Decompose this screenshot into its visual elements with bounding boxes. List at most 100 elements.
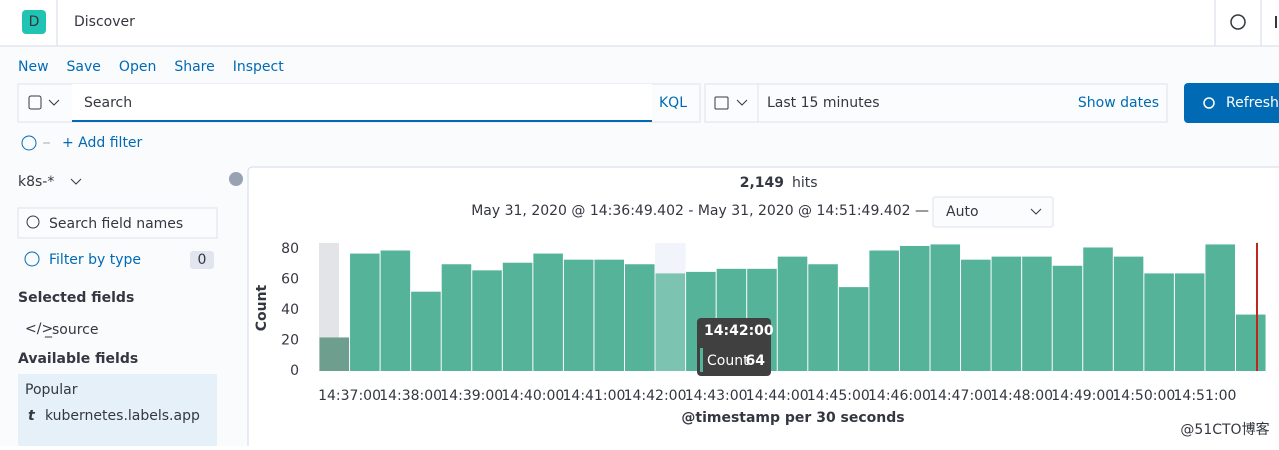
tooltip-swatch	[700, 348, 703, 372]
bar[interactable]	[319, 337, 350, 371]
bar[interactable]	[1022, 256, 1052, 371]
x-tick-label: 14:40:00	[501, 388, 564, 404]
field-search-placeholder: Search field names	[49, 216, 183, 232]
bar[interactable]	[961, 259, 991, 371]
interval-select[interactable]	[932, 196, 1054, 228]
bar[interactable]	[1236, 314, 1266, 371]
bar[interactable]	[441, 264, 472, 371]
tooltip	[697, 318, 771, 376]
x-tick-label: 14:42:00	[624, 388, 687, 404]
refresh-button[interactable]	[1184, 83, 1279, 123]
bar[interactable]	[930, 244, 961, 371]
y-tick-label: 60	[281, 272, 299, 288]
help-icon[interactable]	[1230, 14, 1246, 30]
tooltip-title: 14:42:00	[704, 323, 774, 339]
x-tick-label: 14:45:00	[807, 388, 870, 404]
x-tick-label: 14:44:00	[746, 388, 809, 404]
x-tick-label: 14:38:00	[379, 388, 442, 404]
bar[interactable]	[1083, 247, 1113, 371]
calendar-icon[interactable]	[714, 96, 729, 110]
search-input[interactable]	[72, 84, 652, 122]
hits-count: 2,149	[740, 175, 784, 191]
bar[interactable]	[594, 259, 624, 371]
x-tick-label: 14:50:00	[1112, 388, 1175, 404]
logo[interactable]	[22, 10, 46, 34]
x-axis-label: @timestamp per 30 seconds	[681, 410, 904, 426]
add-filter[interactable]: + Add filter	[62, 135, 143, 151]
menu-item[interactable]: Save	[67, 59, 101, 75]
popular-title: Popular	[25, 382, 78, 398]
x-tick-label: 14:39:00	[440, 388, 503, 404]
bar[interactable]	[655, 273, 686, 371]
menu-item[interactable]: New	[18, 59, 49, 75]
bar[interactable]	[1174, 273, 1205, 371]
field-search[interactable]	[17, 207, 218, 239]
bar[interactable]	[411, 291, 441, 371]
y-tick-label: 0	[290, 363, 299, 379]
chevron	[48, 99, 60, 106]
x-tick-label: 14:48:00	[990, 388, 1053, 404]
y-tick-label: 80	[281, 241, 299, 257]
x-tick-label: 14:41:00	[563, 388, 626, 404]
field-icon: </>	[25, 321, 53, 337]
bar[interactable]	[502, 262, 533, 371]
filter-icon[interactable]	[21, 135, 37, 151]
filter-count: 0	[198, 252, 207, 268]
index-pattern[interactable]: k8s-*	[18, 174, 54, 190]
page-title: Discover	[74, 14, 135, 30]
bar[interactable]	[350, 253, 380, 371]
bar[interactable]	[1113, 256, 1144, 371]
count-badge	[190, 251, 214, 269]
bar[interactable]	[1205, 244, 1235, 371]
tooltip-label: Count	[707, 353, 749, 369]
bar[interactable]	[1052, 265, 1083, 371]
x-tick-label: 14:51:00	[1174, 388, 1237, 404]
top-bar	[0, 0, 1279, 46]
field-name[interactable]: kubernetes.labels.app	[45, 408, 200, 424]
bar[interactable]	[1144, 273, 1174, 371]
kql-button[interactable]: KQL	[659, 95, 687, 111]
bar[interactable]	[838, 287, 869, 371]
chevron	[70, 178, 82, 185]
show-dates[interactable]: Show dates	[1078, 95, 1159, 111]
field-icon: t	[28, 408, 36, 424]
bar[interactable]	[563, 259, 594, 371]
y-axis-label: Count	[254, 284, 270, 331]
logo-letter: D	[29, 14, 40, 30]
bar[interactable]	[380, 250, 411, 371]
x-tick-label: 14:46:00	[868, 388, 931, 404]
watermark: @51CTO博客	[1180, 421, 1269, 438]
date-picker	[704, 83, 1168, 123]
bar[interactable]	[869, 250, 899, 371]
chevron	[736, 99, 748, 106]
x-tick-label: 14:49:00	[1051, 388, 1114, 404]
field-name[interactable]: _source	[44, 322, 99, 338]
bar[interactable]	[777, 256, 808, 371]
interval-value: Auto	[946, 204, 979, 220]
time-range-text: May 31, 2020 @ 14:36:49.402 - May 31, 20…	[471, 203, 929, 219]
bar[interactable]	[808, 264, 838, 371]
x-tick-label: 14:43:00	[685, 388, 748, 404]
y-tick-label: 20	[281, 333, 299, 349]
user-icon[interactable]	[1275, 16, 1277, 28]
tooltip-value: 64	[746, 353, 766, 369]
hits-label: hits	[792, 175, 818, 191]
time-range[interactable]: Last 15 minutes	[767, 95, 880, 111]
filter-by-type[interactable]: Filter by type	[49, 252, 141, 268]
chevron	[1030, 208, 1042, 215]
bar[interactable]	[991, 256, 1022, 371]
bar[interactable]	[472, 270, 502, 371]
menu-item[interactable]: Open	[119, 59, 156, 75]
saved-query-icon[interactable]	[28, 95, 42, 110]
bar[interactable]	[899, 245, 930, 371]
menu-item[interactable]: Inspect	[233, 59, 284, 75]
refresh-icon	[1203, 97, 1215, 109]
y-tick-label: 40	[281, 302, 299, 318]
bar[interactable]	[625, 264, 655, 371]
collapse-button[interactable]	[229, 172, 243, 186]
bar[interactable]	[533, 253, 563, 371]
filter-type-icon	[24, 251, 40, 267]
x-tick-label: 14:37:00	[318, 388, 381, 404]
menu-item[interactable]: Share	[174, 59, 214, 75]
